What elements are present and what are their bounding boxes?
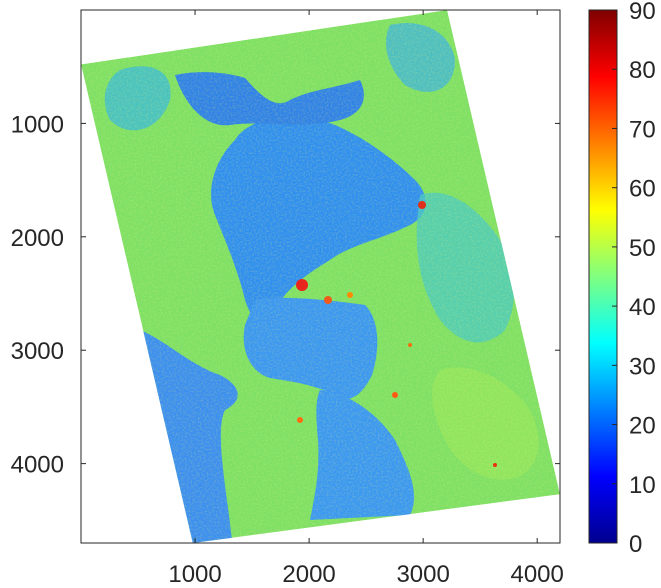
hotspot <box>493 463 497 467</box>
colorbar-tick-label: 0 <box>629 531 642 558</box>
colorbar-tick-label: 20 <box>629 413 656 440</box>
colorbar-tick-label: 40 <box>629 294 656 321</box>
x-tick-label: 2000 <box>282 561 335 588</box>
hotspot <box>408 343 412 347</box>
hotspot <box>347 292 353 298</box>
colorbar-tick-label: 50 <box>629 235 656 262</box>
colorbar-tick-label: 90 <box>629 0 656 25</box>
heatmap-image <box>81 10 560 543</box>
hotspot <box>297 417 303 423</box>
hotspot <box>392 392 398 398</box>
x-tick-label: 3000 <box>396 561 449 588</box>
colorbar-tick-label: 10 <box>629 472 656 499</box>
colorbar-tick-label: 60 <box>629 176 656 203</box>
hotspot <box>418 201 426 209</box>
y-tick-label: 3000 <box>11 338 64 365</box>
colorbar-tick-label: 30 <box>629 353 656 380</box>
colorbar-tick-label: 80 <box>629 57 656 84</box>
heatmap-hotspots <box>296 201 497 467</box>
hotspot <box>296 279 308 291</box>
y-tick-label: 1000 <box>11 111 64 138</box>
axes-frame <box>80 9 561 544</box>
colorbar-axis: 0 10 20 30 40 50 60 70 80 90 <box>612 0 656 558</box>
y-tick-label: 4000 <box>11 452 64 479</box>
x-tick-label: 4000 <box>510 561 563 588</box>
y-tick-label: 2000 <box>11 225 64 252</box>
y-axis: 1000 2000 3000 4000 <box>11 111 560 479</box>
colorbar-tick-label: 70 <box>629 116 656 143</box>
colorbar <box>588 9 618 544</box>
x-tick-label: 1000 <box>168 561 221 588</box>
hotspot <box>324 296 332 304</box>
x-axis: 1000 2000 3000 4000 <box>168 10 564 588</box>
